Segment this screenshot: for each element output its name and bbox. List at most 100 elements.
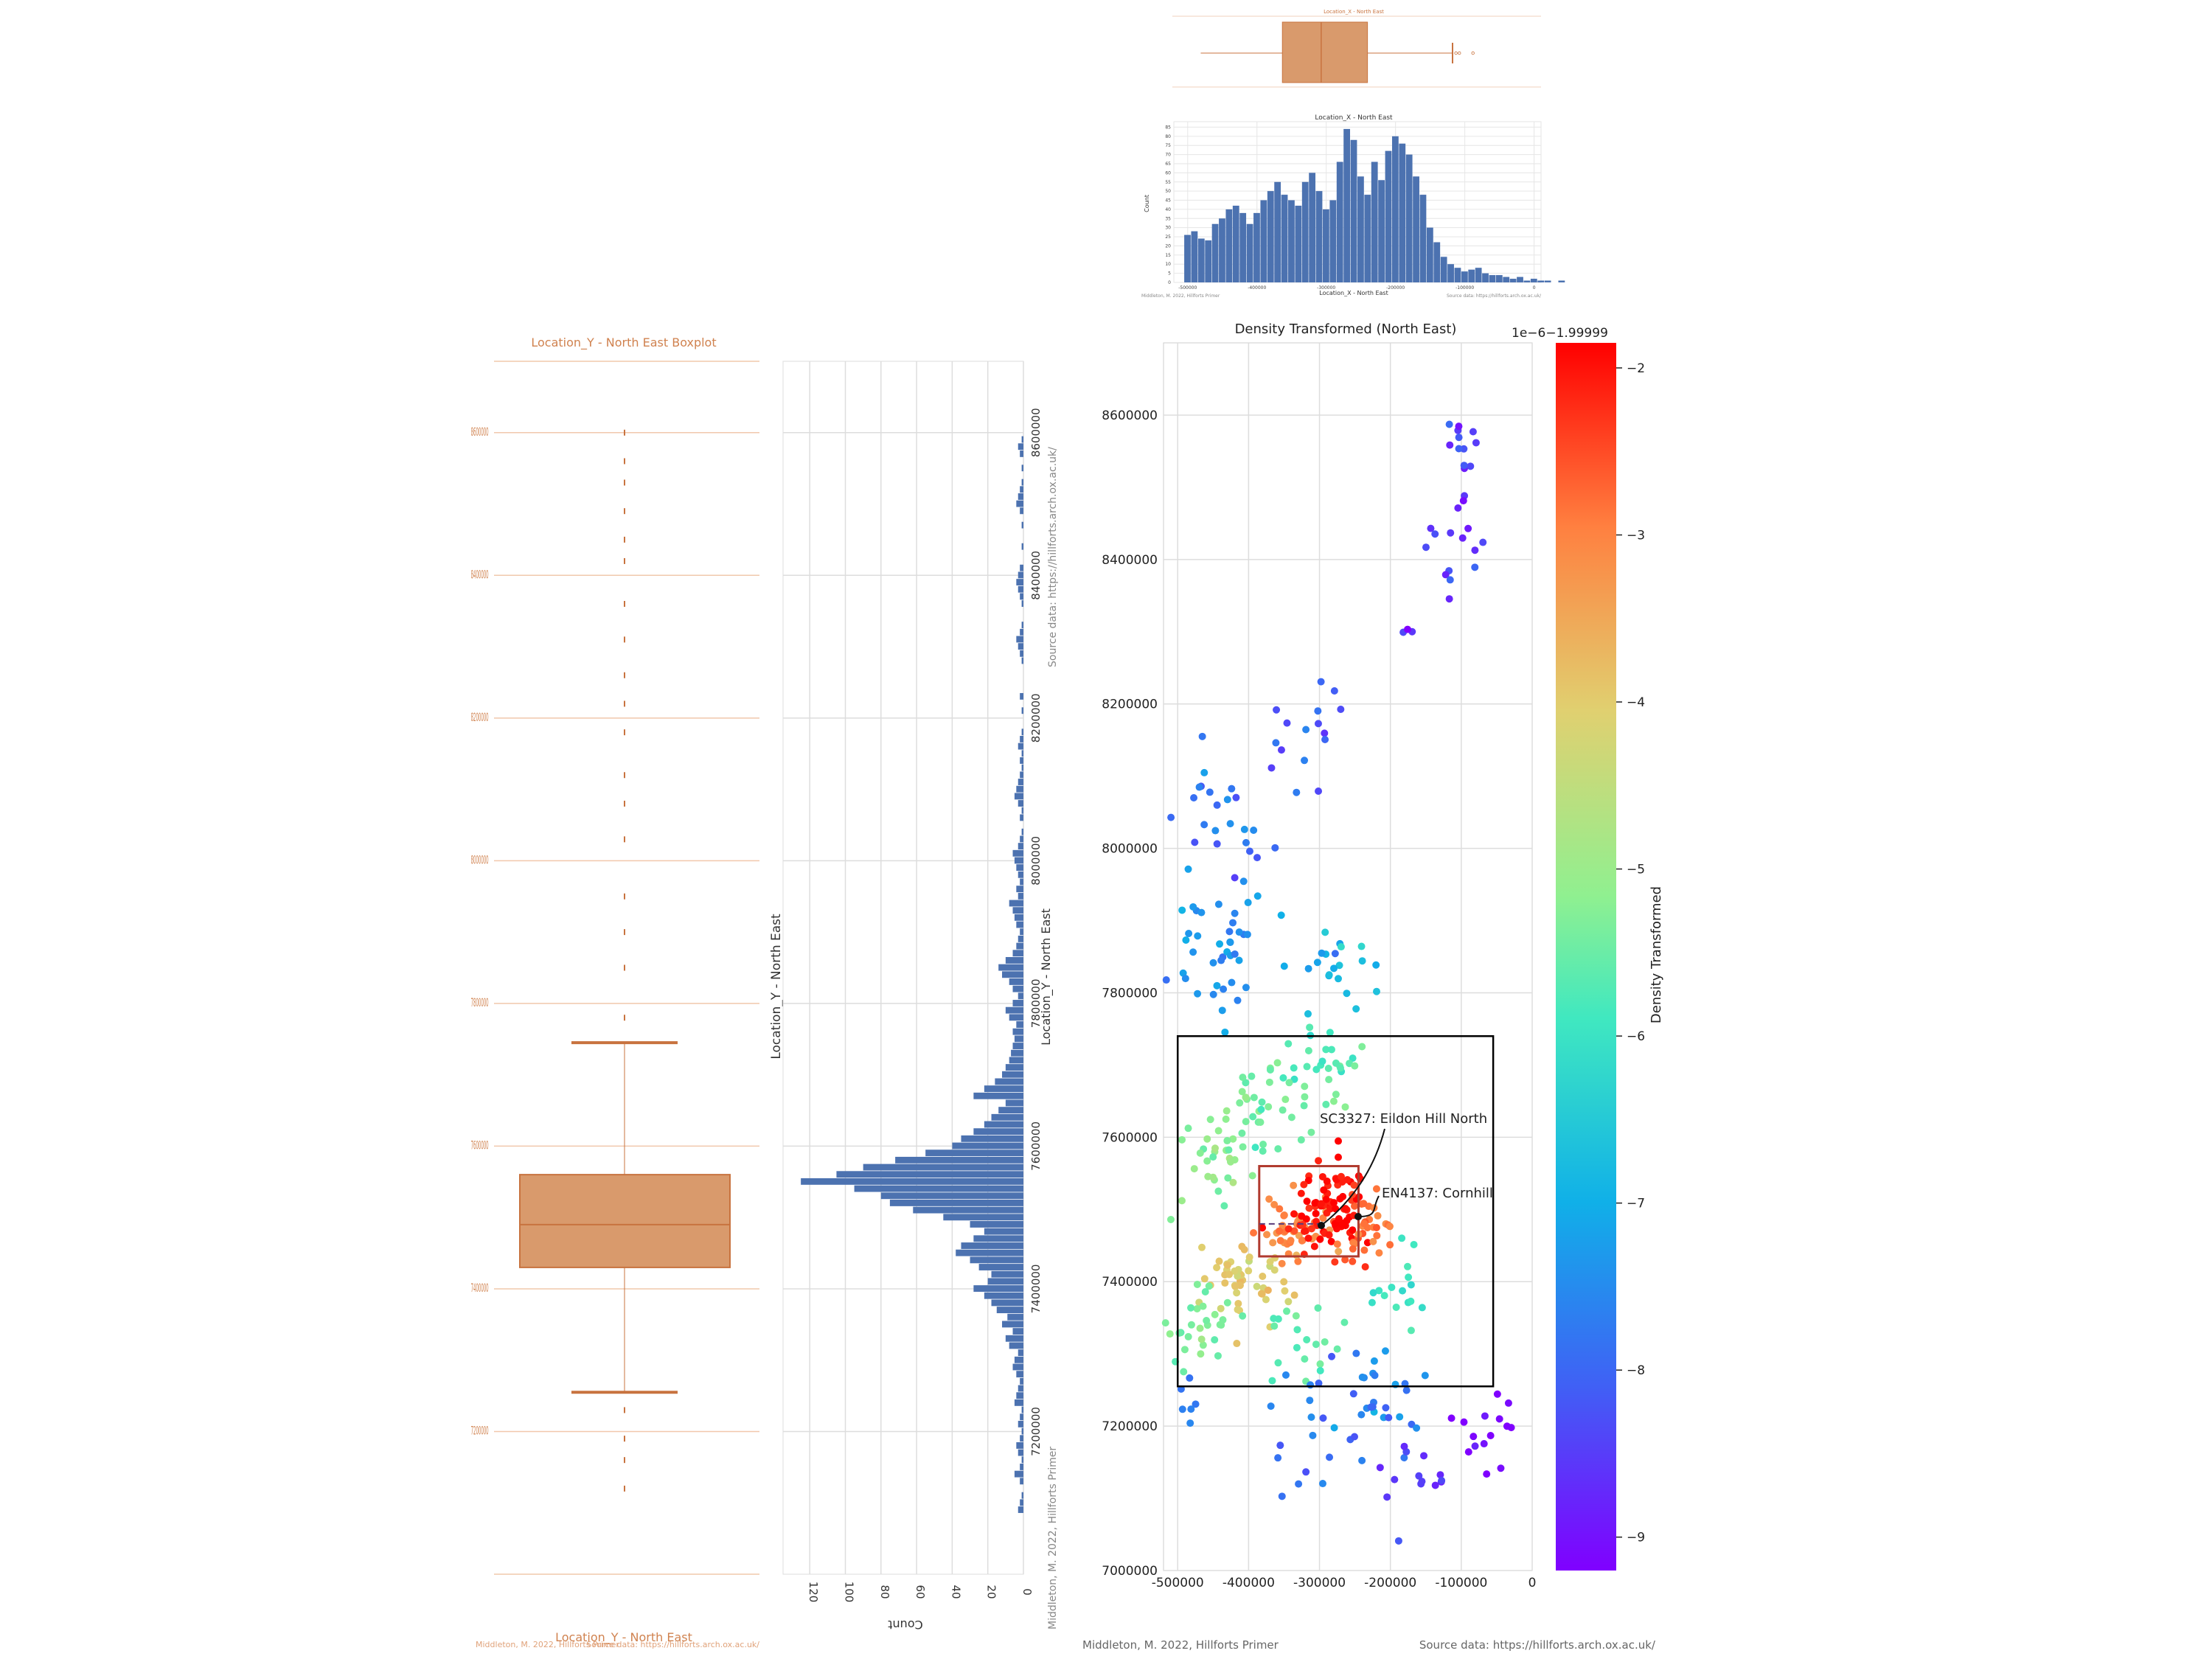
- scatter-point: [1349, 1226, 1357, 1234]
- scatter-point: [1351, 1433, 1359, 1441]
- scatter-point: [1189, 948, 1197, 956]
- scatter-point: [1402, 1386, 1411, 1394]
- scatter-point: [1240, 1245, 1248, 1253]
- top-histogram-bar: [1503, 276, 1510, 282]
- scatter-point: [1245, 1267, 1253, 1275]
- scatter-point: [1198, 732, 1206, 740]
- scatter-point: [1233, 1289, 1241, 1297]
- side-histogram-bar: [984, 1228, 1023, 1235]
- scatter-point: [1229, 919, 1237, 927]
- side-histogram-bar: [1016, 1441, 1023, 1449]
- scatter-point: [1495, 1415, 1503, 1423]
- top-histogram-bar: [1517, 276, 1523, 282]
- scatter-point: [1200, 821, 1208, 829]
- side-histogram-footer-right: Source data: https://hillforts.arch.ox.a…: [1047, 447, 1059, 667]
- scatter-point: [1285, 1079, 1293, 1087]
- left-boxplot-y-tick: 8400000: [471, 568, 489, 582]
- side-histogram-bar: [1021, 1406, 1023, 1413]
- scatter-point: [1314, 720, 1322, 728]
- scatter-point: [1204, 1172, 1212, 1180]
- scatter-point: [1236, 1099, 1244, 1107]
- side-histogram-x-tick: 120: [807, 1582, 820, 1603]
- top-histogram-bar: [1315, 191, 1323, 282]
- colorbar-tick: −9: [1627, 1531, 1645, 1545]
- scatter-point: [1338, 1220, 1346, 1228]
- side-histogram-bar: [1012, 1328, 1023, 1335]
- scatter-point: [1358, 957, 1366, 965]
- side-histogram-bar: [1020, 1464, 1023, 1470]
- annotation-cornhill: EN4137: Cornhill: [1354, 1186, 1493, 1220]
- scatter-point: [1322, 1195, 1330, 1203]
- top-histogram-y-tick: 80: [1165, 134, 1171, 139]
- scatter-point: [1335, 1153, 1343, 1161]
- scatter-point: [1245, 1253, 1253, 1262]
- scatter-point: [1333, 1345, 1341, 1353]
- side-histogram-bar: [1016, 579, 1023, 586]
- scatter-point: [1438, 1477, 1446, 1485]
- scatter-point: [1404, 1262, 1412, 1270]
- scatter-point: [1446, 441, 1454, 449]
- top-boxplot-outlier: [1471, 51, 1475, 55]
- scatter-point: [1459, 497, 1467, 505]
- side-histogram-bar: [1018, 643, 1023, 650]
- scatter-point: [1222, 1115, 1230, 1123]
- annotation-point-eildon: [1318, 1222, 1325, 1229]
- side-histogram-bar: [1018, 493, 1023, 500]
- top-histogram-bar: [1489, 275, 1496, 282]
- side-histogram-bar: [1021, 807, 1023, 814]
- scatter-point: [1332, 1091, 1340, 1099]
- scatter-point: [1372, 961, 1380, 969]
- scatter-point: [1259, 1272, 1267, 1280]
- top-histogram-y-tick: 20: [1165, 243, 1171, 248]
- scatter-point: [1238, 1088, 1246, 1096]
- scatter-point: [1328, 1352, 1336, 1360]
- scatter-point: [1186, 1374, 1194, 1382]
- scatter-point: [1284, 1225, 1293, 1233]
- side-histogram-bar: [1021, 1492, 1023, 1499]
- side-histogram-bar: [1007, 1313, 1023, 1321]
- scatter-point: [1447, 1414, 1455, 1422]
- scatter-point: [1280, 1211, 1288, 1220]
- scatter-point: [1253, 892, 1262, 900]
- scatter-point: [1216, 1321, 1224, 1329]
- scatter-point: [1268, 1377, 1276, 1385]
- scatter-y-tick: 8400000: [1102, 553, 1158, 568]
- scatter-point: [1300, 1102, 1308, 1110]
- scatter-point: [1314, 1304, 1322, 1312]
- scatter-point: [1363, 1239, 1371, 1247]
- scatter-point: [1504, 1399, 1512, 1407]
- side-histogram-bar: [1012, 1043, 1023, 1049]
- side-histogram-bar: [1016, 1392, 1023, 1399]
- scatter-point: [1290, 1181, 1298, 1189]
- colorbar-tick: −8: [1627, 1363, 1645, 1378]
- side-histogram-bar: [1020, 1377, 1023, 1385]
- scatter-y-tick: 7600000: [1102, 1130, 1158, 1145]
- side-histogram-bar: [1020, 835, 1023, 843]
- scatter-point: [1335, 1248, 1343, 1256]
- scatter-point: [1313, 959, 1321, 967]
- scatter-point: [1385, 1413, 1393, 1422]
- scatter-point: [1211, 1310, 1219, 1318]
- scatter-point: [1197, 908, 1206, 917]
- scatter-point: [1455, 445, 1463, 453]
- scatter-point: [1195, 783, 1203, 791]
- scatter-point: [1391, 1475, 1399, 1484]
- side-histogram-bar: [961, 1242, 1023, 1249]
- scatter-point: [1259, 1141, 1267, 1149]
- scatter-inset-box: [1258, 1165, 1360, 1258]
- scatter-point: [1400, 1453, 1408, 1461]
- side-histogram-bar: [1018, 1449, 1023, 1456]
- side-histogram-bar: [995, 1078, 1023, 1085]
- scatter-point: [1290, 1210, 1298, 1218]
- scatter-point: [1242, 1093, 1250, 1102]
- side-histogram-bar: [1016, 500, 1023, 507]
- scatter-point: [1322, 1046, 1330, 1054]
- scatter-point: [1481, 1412, 1489, 1420]
- scatter-point: [1407, 1326, 1415, 1335]
- top-histogram-bar: [1440, 257, 1447, 282]
- scatter-point: [1276, 1205, 1284, 1213]
- scatter-point: [1469, 428, 1477, 436]
- side-histogram-bar: [1009, 1014, 1023, 1021]
- top-histogram-bar: [1475, 268, 1482, 282]
- scatter-point: [1330, 687, 1338, 695]
